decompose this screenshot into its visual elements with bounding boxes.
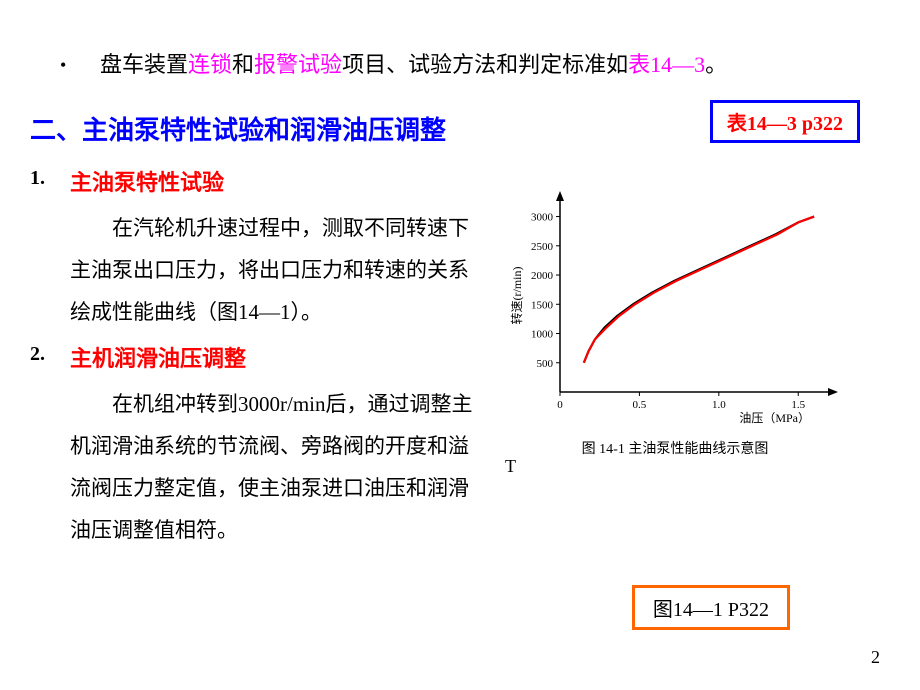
bullet-dot: • [60,50,68,80]
table-ref-box: 表14—3 p322 [710,100,860,143]
item-1-number: 1. [30,167,70,199]
chart-caption: 图 14-1 主油泵性能曲线示意图 [505,438,845,458]
svg-text:2500: 2500 [531,241,554,253]
svg-text:3000: 3000 [531,212,554,224]
chart-wrap: 500 1000 1500 2000 2500 3000 0 0.5 1.0 1.5油压（MPa）… [505,187,845,477]
svg-text:500: 500 [537,358,554,370]
page-number: 2 [871,647,880,668]
figure-ref-box: 图14—1 P322 [632,585,790,630]
bullet-line: • 盘车装置连锁和报警试验项目、试验方法和判定标准如表14—3。 [60,50,890,80]
item-2-para: 在机组冲转到3000r/min后，通过调整主机润滑油系统的节流阀、旁路阀的开度和… [70,383,480,551]
bullet-linkword: 连锁 [188,52,232,77]
item-1-para: 在汽轮机升速过程中，测取不同转速下主油泵出口压力，将出口压力和转速的关系绘成性能… [70,207,480,333]
text-column: 1. 主油泵特性试验 在汽轮机升速过程中，测取不同转速下主油泵出口压力，将出口压… [60,167,480,561]
item-1-header: 1. 主油泵特性试验 [60,167,480,199]
svg-text:油压（MPa）: 油压（MPa） [739,411,810,425]
svg-text:0: 0 [557,399,563,411]
bullet-text: 盘车装置连锁和报警试验项目、试验方法和判定标准如表14—3。 [100,50,727,80]
bullet-tableref: 表14—3 [628,52,705,77]
svg-text:2000: 2000 [531,270,554,282]
svg-text:1500: 1500 [531,299,554,311]
svg-text:1.5: 1.5 [791,399,805,411]
bullet-prefix: 盘车装置 [100,52,188,77]
svg-text:1.0: 1.0 [712,399,726,411]
item-2-header: 2. 主机润滑油压调整 [60,343,480,375]
bullet-alarm: 报警试验 [254,52,342,77]
content-row: 1. 主油泵特性试验 在汽轮机升速过程中，测取不同转速下主油泵出口压力，将出口压… [60,167,890,561]
svg-text:1000: 1000 [531,329,554,341]
chart-column: 500 1000 1500 2000 2500 3000 0 0.5 1.0 1.5油压（MPa）… [480,167,890,477]
item-1-title: 主油泵特性试验 [70,167,224,199]
tau-symbol: T [505,456,845,477]
item-2-number: 2. [30,343,70,375]
performance-chart: 500 1000 1500 2000 2500 3000 0 0.5 1.0 1.5油压（MPa）… [505,187,845,427]
bullet-and: 和 [232,52,254,77]
bullet-period: 。 [705,52,727,77]
item-2-title: 主机润滑油压调整 [70,343,246,375]
svg-text:转速(r/min): 转速(r/min) [509,267,524,325]
bullet-middle: 项目、试验方法和判定标准如 [342,52,628,77]
svg-text:0.5: 0.5 [633,399,647,411]
